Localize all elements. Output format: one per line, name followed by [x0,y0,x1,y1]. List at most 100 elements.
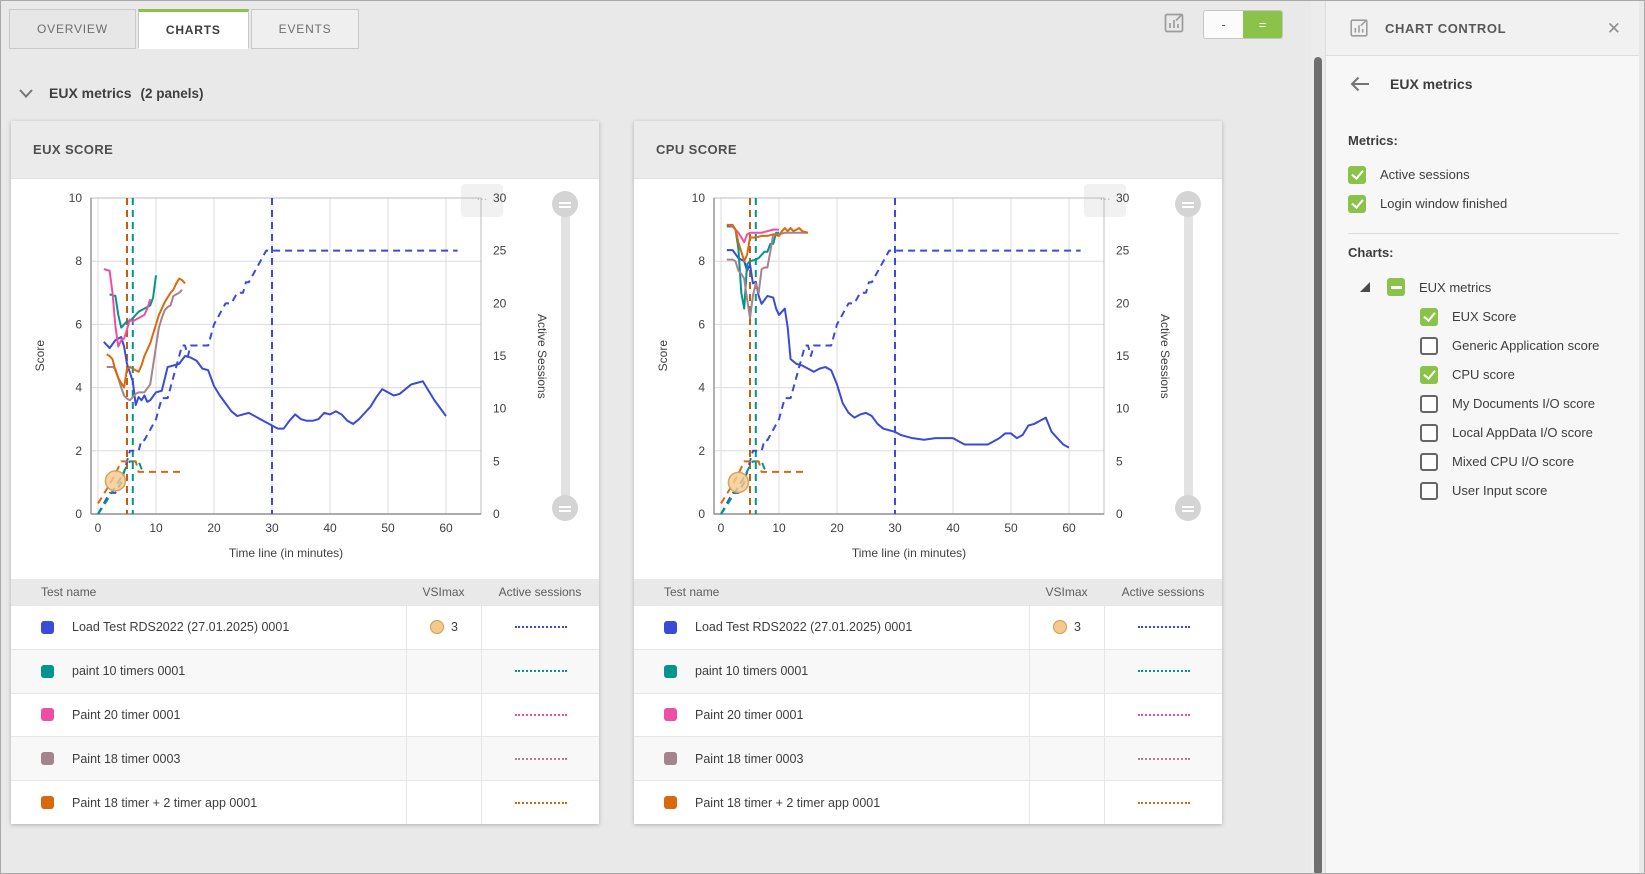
checkbox[interactable] [1420,452,1438,471]
tree-group-eux-metrics[interactable]: EUX metrics [1360,272,1619,302]
tree-item-row[interactable]: EUX Score [1420,302,1619,331]
column-vsimax: VSImax [422,585,465,599]
chart-control-content: Metrics: Active sessions Login window fin… [1326,111,1639,505]
panel-title: EUX SCORE [33,142,114,157]
tab-events[interactable]: EVENTS [250,9,360,49]
edit-chart-icon[interactable] [1162,11,1186,35]
test-name: paint 10 timers 0001 [72,664,186,679]
chart-control-title: CHART CONTROL [1385,20,1507,36]
tree-item-row[interactable]: CPU score [1420,360,1619,389]
checkbox[interactable] [1420,307,1438,326]
table-header: Test name VSImax Active sessions [634,579,1222,605]
line-chart: 0 10 20 30 40 50 60 0 2 4 6 8 10 0 5 10 15 20 25 30 Time lin… [692,191,1130,560]
metric-checkbox-row[interactable]: Login window finished [1348,189,1619,218]
tree-expander-icon[interactable] [1360,282,1370,292]
x-tick-label: 10 [772,521,786,535]
slider-handle-bottom[interactable] [552,495,578,521]
slider-handle-top[interactable] [1175,191,1201,217]
series-color-swatch [664,708,677,722]
table-row[interactable]: paint 10 timers 0001 [11,648,599,693]
layout-single-button[interactable]: - [1221,17,1226,32]
tree-item-row[interactable]: Generic Application score [1420,331,1619,360]
table-row[interactable]: Load Test RDS2022 (27.01.2025) 0001 3 [634,605,1222,649]
vertical-scrollbar-thumb[interactable] [1314,57,1322,873]
table-row[interactable]: Paint 20 timer 0001 [11,692,599,737]
table-row[interactable]: Load Test RDS2022 (27.01.2025) 0001 3 [11,605,599,649]
checkbox[interactable] [1420,481,1438,500]
table-row[interactable]: Paint 18 timer 0003 [11,736,599,781]
column-active-sessions: Active sessions [1121,585,1205,599]
tree-item-row[interactable]: My Documents I/O score [1420,389,1619,418]
panel-title: CPU SCORE [656,142,737,157]
y-right-tick-label: 0 [493,507,500,521]
session-range-slider[interactable] [1175,191,1201,521]
checkbox[interactable] [1348,165,1366,184]
tree-item-row[interactable]: Local AppData I/O score [1420,418,1619,447]
column-test-name: Test name [41,585,97,599]
active-sessions-line-sample [1137,670,1190,673]
x-tick-label: 30 [265,521,279,535]
chart-menu-button[interactable]: ... [461,184,503,217]
tree-item-row[interactable]: User Input score [1420,476,1619,505]
metrics-list: Active sessions Login window finished [1348,160,1619,218]
x-tick-label: 20 [830,521,844,535]
tree-item-row[interactable]: Mixed CPU I/O score [1420,447,1619,476]
session-range-slider[interactable] [552,191,578,521]
tab-overview[interactable]: OVERVIEW [9,9,136,49]
table-row[interactable]: Paint 18 timer 0003 [634,736,1222,781]
series-color-swatch [664,620,677,634]
metric-checkbox-row[interactable]: Active sessions [1348,160,1619,189]
vsimax-cell [406,781,481,824]
close-icon[interactable]: ✕ [1606,18,1621,38]
layout-split-button[interactable]: = [1243,11,1282,38]
checkbox[interactable] [1420,423,1438,442]
table-row[interactable]: Paint 18 timer + 2 timer app 0001 [634,780,1222,824]
back-arrow-icon[interactable] [1350,76,1371,92]
chevron-down-icon[interactable] [19,88,33,98]
tree-group-checkbox[interactable] [1387,278,1405,296]
y-right-tick-label: 10 [1116,402,1130,416]
checkbox[interactable] [1420,336,1438,355]
column-test-name: Test name [664,585,720,599]
series-line [103,336,447,430]
checkbox[interactable] [1420,365,1438,384]
checkbox-label: Local AppData I/O score [1452,425,1593,440]
series-line [97,460,185,504]
series-line [97,460,146,515]
checkbox[interactable] [1420,394,1438,413]
active-sessions-line-sample [1137,626,1190,629]
x-tick-label: 50 [1004,521,1018,535]
x-tick-label: 0 [718,521,725,535]
series-line [103,268,152,348]
test-name: Load Test RDS2022 (27.01.2025) 0001 [72,620,290,635]
y-right-tick-label: 20 [493,296,507,310]
table-row[interactable]: Paint 18 timer + 2 timer app 0001 [11,780,599,824]
test-name: Paint 20 timer 0001 [695,707,804,722]
series-color-swatch [664,796,677,810]
test-name: Paint 18 timer 0003 [695,751,804,766]
y-right-tick-label: 25 [493,244,507,258]
y-left-tick-label: 4 [698,381,705,395]
x-tick-label: 30 [888,521,902,535]
chart-area: ... 0 10 20 30 40 50 60 0 2 4 6 8 10 0 5 10 15 20 25 30 Time… [634,179,1222,579]
table-row[interactable]: paint 10 timers 0001 [634,648,1222,693]
test-name: paint 10 timers 0001 [695,664,809,679]
charts-section-label: Charts: [1348,245,1394,260]
slider-handle-top[interactable] [552,191,578,217]
test-name: Paint 18 timer + 2 timer app 0001 [72,795,258,810]
checkbox-label: Generic Application score [1452,338,1600,353]
vsimax-cell [406,737,481,781]
checkbox[interactable] [1348,194,1366,213]
slider-handle-bottom[interactable] [1175,495,1201,521]
tab-charts[interactable]: CHARTS [137,9,249,49]
table-row[interactable]: Paint 20 timer 0001 [634,692,1222,737]
x-axis-title: Time line (in minutes) [229,546,343,560]
vertical-scrollbar [1311,1,1325,873]
column-active-sessions: Active sessions [498,585,582,599]
y-left-tick-label: 0 [75,507,82,521]
chart-menu-button[interactable]: ... [1084,184,1126,217]
y-left-tick-label: 0 [698,507,705,521]
active-sessions-line-sample [1137,801,1190,804]
y-axis-label-left: Score [656,340,670,372]
